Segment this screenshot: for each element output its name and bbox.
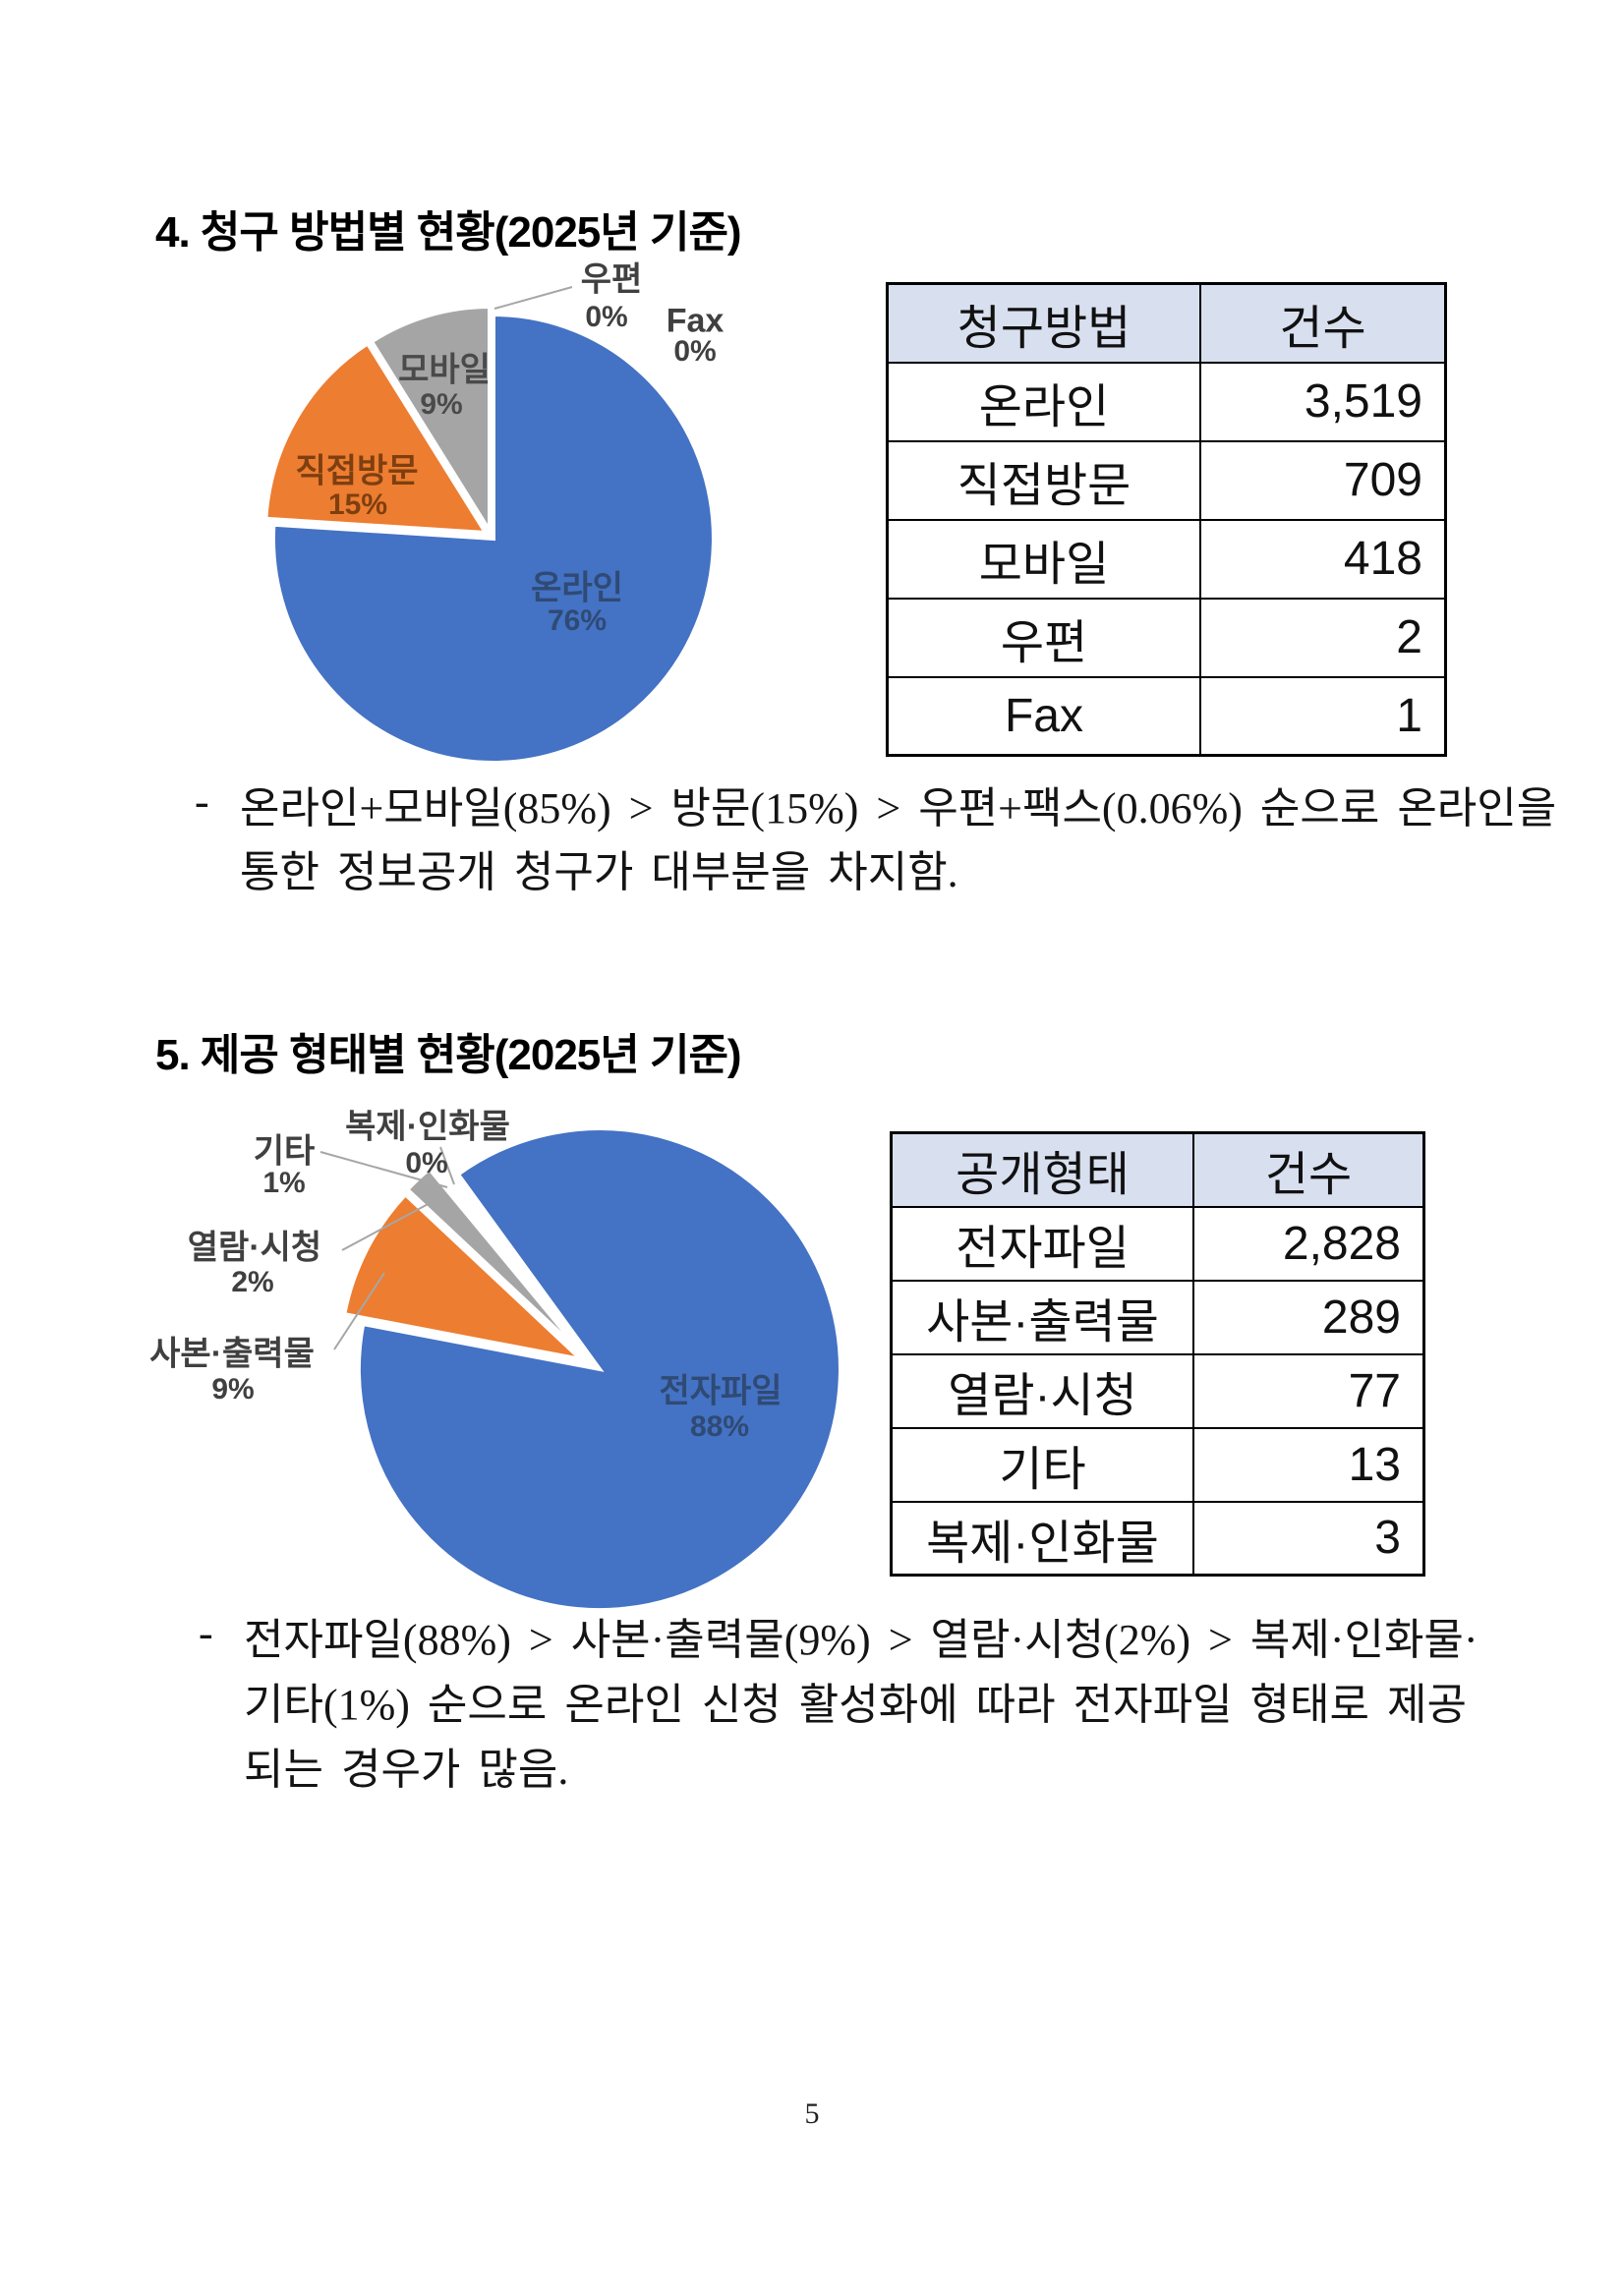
section5-note: - 전자파일(88%) > 사본·출력물(9%) > 열람·시청(2%) > 복… [199, 1608, 1479, 1803]
pie2-label-efile: 전자파일 [659, 1372, 783, 1410]
row-label: Fax [886, 675, 1201, 757]
pie-slice-전자파일 [357, 1126, 842, 1613]
section4-heading: 4. 청구 방법별 현황(2025년 기준) [155, 208, 742, 257]
column-header: 건수 [1192, 1131, 1425, 1208]
table-row: 기타 13 [890, 1426, 1425, 1503]
leader-line-copy [333, 1272, 385, 1350]
pie2-pct-efile: 88% [689, 1410, 750, 1443]
pie-slice-직접방문 [263, 340, 490, 536]
note-line: 통한 정보공개 청구가 대부분을 차지함. [240, 848, 958, 896]
row-value: 3 [1192, 1500, 1425, 1577]
dash-bullet: - [195, 777, 209, 826]
row-label: 모바일 [886, 518, 1201, 600]
section4-note: - 온라인+모바일(85%) > 방문(15%) > 우편+팩스(0.06%) … [195, 776, 1557, 904]
provision-form-pie-chart [319, 1126, 842, 1613]
row-label: 우편 [886, 597, 1201, 678]
table-row: 온라인 3,519 [886, 361, 1447, 442]
pie2-pct-viewing: 2% [231, 1266, 274, 1298]
pie2-label-duplicate: 복제·인화물 [345, 1108, 510, 1146]
provision-form-table: 공개형태 건수 전자파일 2,828 사본·출력물 289 열람·시청 77 기… [890, 1131, 1425, 1577]
pie2-pct-duplicate: 0% [405, 1147, 448, 1179]
row-label: 전자파일 [890, 1205, 1194, 1282]
note-line: 온라인+모바일(85%) > 방문(15%) > 우편+팩스(0.06%) 순으… [240, 784, 1557, 832]
row-value: 709 [1199, 439, 1447, 521]
pie2-pct-etc: 1% [262, 1167, 306, 1199]
note-line: 전자파일(88%) > 사본·출력물(9%) > 열람·시청(2%) > 복제·… [244, 1616, 1479, 1664]
row-value: 2 [1199, 597, 1447, 678]
pie1-pct-fax: 0% [673, 335, 717, 368]
table-row: 사본·출력물 289 [890, 1279, 1425, 1355]
table-header-row: 공개형태 건수 [890, 1131, 1425, 1208]
row-label: 기타 [890, 1426, 1194, 1503]
pie2-pct-copy: 9% [211, 1373, 255, 1406]
row-value: 1 [1199, 675, 1447, 757]
column-header: 청구방법 [886, 282, 1201, 364]
pie2-label-etc: 기타 [253, 1132, 316, 1171]
table-row: 복제·인화물 3 [890, 1500, 1425, 1577]
row-label: 사본·출력물 [890, 1279, 1194, 1355]
pie1-pct-online: 76% [547, 604, 608, 637]
pie1-label-online: 온라인 [531, 569, 623, 607]
pie1-label-postal: 우편 [580, 260, 643, 299]
pie-slice-모바일 [369, 304, 492, 538]
table-row: 열람·시청 77 [890, 1352, 1425, 1429]
row-value: 77 [1192, 1352, 1425, 1429]
leader-line-viewing [341, 1200, 435, 1251]
table-row: 직접방문 709 [886, 439, 1447, 521]
column-header: 공개형태 [890, 1131, 1194, 1208]
row-label: 열람·시청 [890, 1352, 1194, 1429]
leader-line-etc [319, 1151, 448, 1188]
pie1-label-mobile: 모바일 [398, 351, 491, 389]
row-value: 289 [1192, 1279, 1425, 1355]
column-header: 건수 [1199, 282, 1447, 364]
pie1-pct-postal: 0% [585, 301, 628, 333]
note-line: 기타(1%) 순으로 온라인 신청 활성화에 따라 전자파일 형태로 제공 [244, 1681, 1467, 1729]
page-number: 5 [804, 2097, 820, 2130]
row-label: 복제·인화물 [890, 1500, 1194, 1577]
row-label: 직접방문 [886, 439, 1201, 521]
table-row: Fax 1 [886, 675, 1447, 757]
leader-line-postal [493, 286, 573, 310]
row-value: 2,828 [1192, 1205, 1425, 1282]
request-method-pie-chart [263, 286, 716, 765]
pie1-label-fax: Fax [666, 302, 725, 340]
row-value: 418 [1199, 518, 1447, 600]
pie1-label-visit: 직접방문 [295, 452, 419, 490]
table-header-row: 청구방법 건수 [886, 282, 1447, 364]
pie-slice-사본·출력물 [341, 1191, 588, 1363]
dash-bullet: - [199, 1609, 213, 1657]
pie2-label-viewing: 열람·시청 [187, 1229, 322, 1267]
row-label: 온라인 [886, 361, 1201, 442]
leader-line-duplicate [439, 1146, 455, 1185]
note-line: 되는 경우가 많음. [244, 1746, 569, 1794]
row-value: 3,519 [1199, 361, 1447, 442]
pie2-label-copy: 사본·출력물 [149, 1335, 315, 1373]
pie-slice-온라인 [270, 312, 716, 765]
section5-heading: 5. 제공 형태별 현황(2025년 기준) [155, 1031, 742, 1079]
row-value: 13 [1192, 1426, 1425, 1503]
pie1-pct-mobile: 9% [420, 388, 463, 421]
request-method-table: 청구방법 건수 온라인 3,519 직접방문 709 모바일 418 우편 2 … [886, 282, 1447, 757]
table-row: 우편 2 [886, 597, 1447, 678]
table-row: 모바일 418 [886, 518, 1447, 600]
table-row: 전자파일 2,828 [890, 1205, 1425, 1282]
pie1-pct-visit: 15% [327, 488, 388, 521]
